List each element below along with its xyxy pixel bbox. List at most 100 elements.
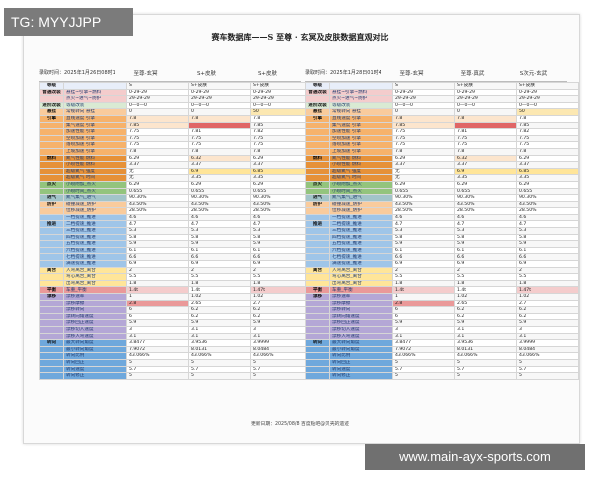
item-cell: 集气速度 引擎 [329,121,393,130]
value-cell: 3.1 [516,332,579,341]
item-cell: 转向速度 [329,365,393,374]
value-cell: 6.6 [516,253,579,262]
category-cell [305,332,330,341]
value-cell: 6.6 [392,253,455,262]
item-cell: 七档提速_推进 [63,253,127,262]
category-cell: 平衡 [39,286,64,294]
table-row: 五档提速_推进 5.9 5.9 5.9 [305,240,579,248]
value-cell: 7.8 [454,147,517,156]
value-cell [188,121,251,130]
value-cell: 28.50% [126,207,189,215]
item-cell: 小喷时间_点火 [329,187,393,196]
value-cell: 1.8 [454,279,517,288]
value-cell: 28.50% [516,207,579,215]
category-cell [305,279,330,288]
value-cell: 5.8 [126,233,189,242]
value-cell: 6.6 [188,253,251,262]
watermark-url: www.main-ayx-sports.com [365,444,585,470]
value-cell: 1.8 [188,279,251,288]
value-cell: 8.0484 [250,345,313,354]
value-cell: 90.30% [126,194,189,202]
value-cell: 5.5 [126,273,189,281]
value-cell: 0 [188,108,251,116]
category-cell [305,147,330,156]
value-cell: 4.6 [188,213,251,222]
value-cell: 43.50% [250,200,313,209]
item-cell: 转向速度 [63,365,127,374]
value-cell: 2.8 [126,299,189,308]
table-row: 出弯离合_离合 1.8 1.8 1.8 [305,279,579,288]
category-cell: 悬挂 [305,108,330,116]
table-row: 五档提速_推进 5.9 5.9 5.9 [39,240,313,248]
item-cell: 三档提速_推进 [329,227,393,235]
value-cell: 7.8 [126,114,189,123]
value-cell: 3.9999 [250,339,313,347]
category-cell [39,372,64,380]
category-cell [305,325,330,334]
value-cell: 6.29 [126,154,189,163]
value-cell: 7.75 [188,141,251,149]
value-cell: 4.6 [454,213,517,222]
item-cell: 超级氮气 时间 [63,174,127,182]
item-cell: 一档提速_推进 [329,213,393,222]
value-cell: 7.75 [188,134,251,143]
table-row: 三档提速_推进 5.3 5.3 5.3 [39,227,313,235]
item-cell: 漂移入弯速度 [329,332,393,341]
item-cell: 氮气性能 燃料 [63,154,127,163]
value-cell: 29-29-29 [126,95,189,103]
table-row: 空喷加速 引擎 7.75 7.75 7.75 [305,134,579,143]
category-cell [39,213,64,222]
value-cell: 5.3 [454,227,517,235]
value-cell: 3.1 [392,332,455,341]
value-cell: 3.37 [188,161,251,169]
item-cell: 点火~进气~防护 [329,95,393,103]
item-cell: 落喷加速 引擎 [63,141,127,149]
category-cell: 引擎 [305,114,330,123]
item-cell: 漂移速率 [63,293,127,301]
column-header: 至尊·真武 [460,70,485,77]
value-cell: 6.2 [188,312,251,321]
table-right: 录取时间：2025年1月28日01时45分 至尊-玄冥 至尊·真武 S次元-玄武… [305,64,579,380]
value-cell: 6.1 [126,246,189,255]
category-cell: 悬挂 [39,108,64,116]
item-cell: 悬挂~引擎~燃料 [329,88,393,97]
value-cell: 6.2 [250,306,313,314]
value-cell: 5 [454,372,517,380]
category-cell [305,161,330,169]
value-cell: 6.29 [516,180,579,189]
value-cell: 6 [126,306,189,314]
value-cell: 6.1 [392,246,455,255]
item-cell: 超级氮气 时间 [329,174,393,182]
item-cell [329,82,393,90]
item-cell: 入弯离合_离合 [329,266,393,275]
value-cell: 29-29-29 [516,95,579,103]
table-row: 漂转向角速度 6 6.2 6.2 [305,312,579,321]
category-cell: 燃料 [305,154,330,163]
value-cell: 0.655 [392,187,455,196]
table-row: 满速提速_推进 6.9 6.9 6.9 [39,260,313,268]
value-cell: 0—0—0 [516,101,579,110]
value-cell: 6.6 [126,253,189,262]
value-cell: 0—0—0 [250,101,313,110]
value-cell: 5.9 [454,319,517,327]
value-cell: 5.8 [516,233,579,242]
category-cell [305,345,330,354]
category-cell [39,167,64,176]
column-header: S次元-玄武 [519,70,548,77]
category-cell: 转向 [305,339,330,347]
item-cell: 加速性能 引擎 [63,128,127,136]
table-row: 加速性能 引擎 7.75 7.81 7.82 [39,128,313,136]
category-cell [39,332,64,341]
item-cell: 小喷性能 燃料 [329,161,393,169]
category-cell [305,174,330,182]
value-cell: 2.7 [250,299,313,308]
category-cell: 进阶改装 [39,101,64,110]
value-cell: 5.3 [188,227,251,235]
category-cell: 普通改装 [305,88,330,97]
value-cell: 0 [392,108,455,116]
item-cell: 漂移切入速度 [329,325,393,334]
value-cell: 1.4t [188,286,251,294]
value-cell: 3.9536 [188,339,251,347]
value-cell: 1.4t [454,286,517,294]
item-cell: 五档提速_推进 [329,240,393,248]
